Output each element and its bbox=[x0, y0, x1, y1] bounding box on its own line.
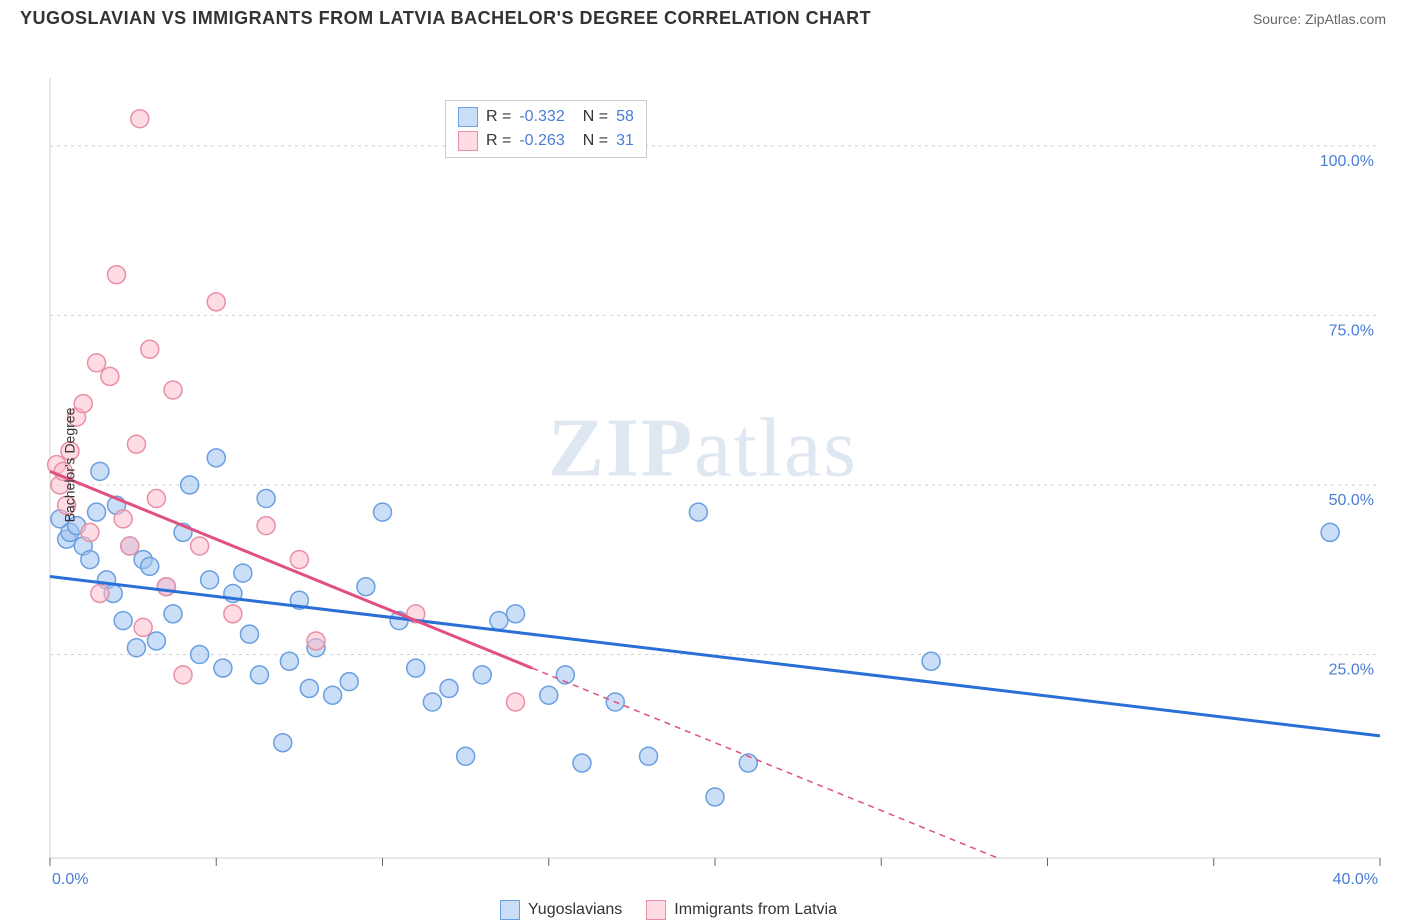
svg-text:100.0%: 100.0% bbox=[1320, 153, 1374, 170]
correlation-legend: R = -0.332 N = 58 R = -0.263 N = 31 bbox=[445, 100, 647, 158]
r-value: -0.263 bbox=[519, 129, 564, 153]
scatter-chart: 25.0% 50.0% 75.0% 100.0% 0.0% 40.0% bbox=[0, 38, 1406, 892]
n-value: 31 bbox=[616, 129, 634, 153]
svg-text:0.0%: 0.0% bbox=[52, 871, 88, 888]
legend-swatch bbox=[458, 107, 478, 127]
legend-item: Yugoslavians bbox=[500, 900, 622, 920]
legend-label: Immigrants from Latvia bbox=[674, 901, 837, 919]
source-attribution: Source: ZipAtlas.com bbox=[1253, 11, 1386, 27]
legend-swatch bbox=[458, 131, 478, 151]
legend-label: Yugoslavians bbox=[528, 901, 622, 919]
n-label: N = bbox=[583, 105, 608, 129]
svg-text:50.0%: 50.0% bbox=[1329, 492, 1374, 509]
legend-swatch bbox=[500, 900, 520, 920]
r-label: R = bbox=[486, 105, 511, 129]
series-legend: Yugoslavians Immigrants from Latvia bbox=[500, 900, 837, 920]
svg-text:40.0%: 40.0% bbox=[1333, 871, 1378, 888]
chart-title: YUGOSLAVIAN VS IMMIGRANTS FROM LATVIA BA… bbox=[20, 8, 871, 29]
legend-row: R = -0.332 N = 58 bbox=[458, 105, 634, 129]
legend-swatch bbox=[646, 900, 666, 920]
svg-text:25.0%: 25.0% bbox=[1329, 662, 1374, 679]
r-label: R = bbox=[486, 129, 511, 153]
svg-text:75.0%: 75.0% bbox=[1329, 322, 1374, 339]
r-value: -0.332 bbox=[519, 105, 564, 129]
legend-item: Immigrants from Latvia bbox=[646, 900, 837, 920]
legend-row: R = -0.263 N = 31 bbox=[458, 129, 634, 153]
n-label: N = bbox=[583, 129, 608, 153]
y-axis-label: Bachelor's Degree bbox=[61, 408, 77, 523]
chart-area: Bachelor's Degree ZIPatlas 25.0%50.0%75.… bbox=[0, 38, 1406, 892]
n-value: 58 bbox=[616, 105, 634, 129]
